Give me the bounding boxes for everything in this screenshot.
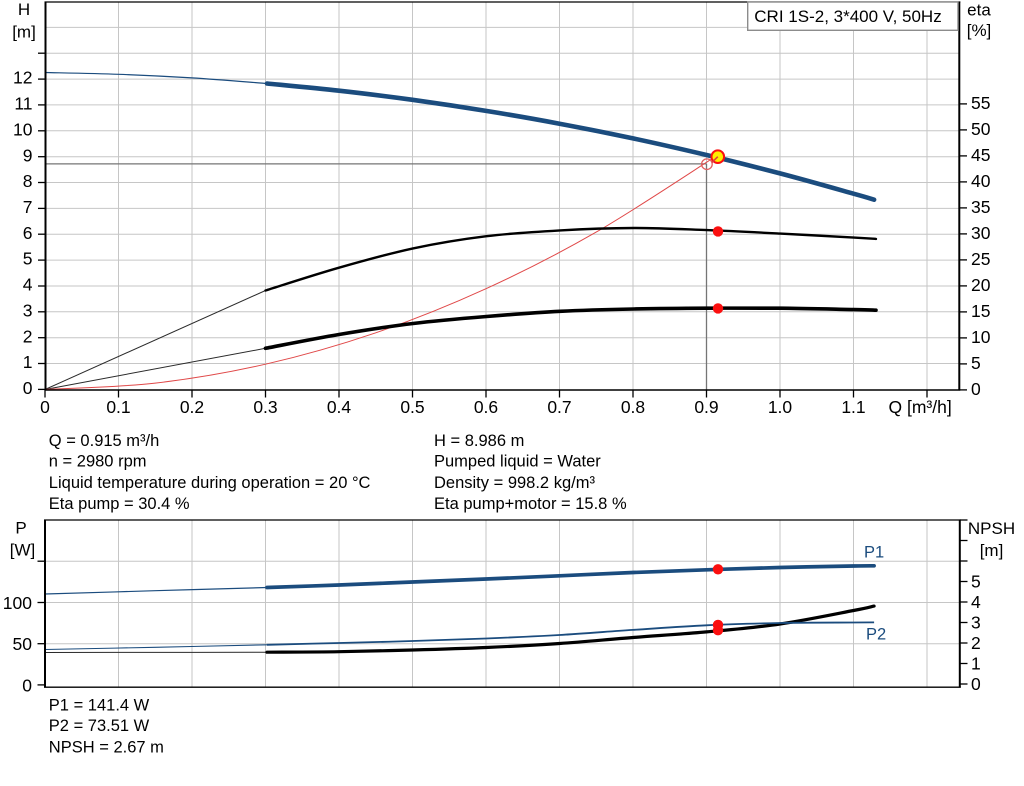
svg-text:1.0: 1.0 [768, 397, 793, 417]
svg-text:5: 5 [23, 249, 33, 269]
svg-text:50: 50 [13, 634, 33, 654]
svg-text:45: 45 [971, 145, 990, 165]
svg-text:[m]: [m] [12, 23, 36, 42]
svg-text:Eta pump+motor = 15.8 %: Eta pump+motor = 15.8 % [434, 495, 627, 513]
svg-text:0: 0 [22, 675, 32, 695]
svg-text:100: 100 [3, 593, 32, 613]
svg-text:H: H [18, 0, 30, 19]
svg-text:30: 30 [971, 223, 991, 243]
svg-text:[%]: [%] [967, 21, 992, 40]
svg-text:50: 50 [971, 119, 991, 139]
svg-text:3: 3 [971, 613, 981, 633]
svg-text:0: 0 [23, 378, 33, 398]
svg-text:Eta pump = 30.4 %: Eta pump = 30.4 % [49, 495, 190, 513]
svg-text:2: 2 [23, 326, 33, 346]
svg-text:0.5: 0.5 [400, 397, 424, 417]
svg-text:P: P [15, 519, 26, 538]
svg-text:P2 = 73.51 W: P2 = 73.51 W [49, 717, 150, 735]
svg-text:5: 5 [971, 572, 981, 592]
svg-text:15: 15 [971, 301, 990, 321]
svg-text:10: 10 [971, 327, 991, 347]
svg-text:5: 5 [971, 353, 981, 373]
svg-text:Liquid temperature during oper: Liquid temperature during operation = 20… [49, 474, 371, 492]
svg-text:8: 8 [23, 171, 33, 191]
svg-text:CRI 1S-2, 3*400 V, 50Hz: CRI 1S-2, 3*400 V, 50Hz [754, 7, 941, 26]
svg-text:H = 8.986 m: H = 8.986 m [434, 432, 524, 450]
svg-text:P1 = 141.4 W: P1 = 141.4 W [49, 697, 150, 715]
svg-text:55: 55 [971, 93, 990, 113]
svg-text:2: 2 [971, 633, 981, 653]
svg-text:3: 3 [23, 300, 33, 320]
svg-text:1.1: 1.1 [841, 397, 865, 417]
svg-text:[m]: [m] [980, 541, 1004, 560]
svg-text:40: 40 [971, 171, 991, 191]
svg-text:0.2: 0.2 [180, 397, 204, 417]
svg-text:11: 11 [14, 94, 32, 114]
svg-text:0: 0 [971, 674, 981, 694]
svg-text:0: 0 [40, 397, 50, 417]
svg-text:0.9: 0.9 [694, 397, 718, 417]
svg-text:10: 10 [13, 119, 33, 139]
svg-text:0.7: 0.7 [547, 397, 571, 417]
svg-text:Q [m³/h]: Q [m³/h] [889, 397, 952, 417]
svg-text:35: 35 [971, 197, 990, 217]
svg-text:12: 12 [13, 68, 32, 88]
svg-text:Q = 0.915 m³/h: Q = 0.915 m³/h [49, 432, 160, 450]
svg-text:25: 25 [971, 249, 990, 269]
svg-text:4: 4 [23, 275, 33, 295]
svg-text:0.3: 0.3 [253, 397, 277, 417]
svg-text:0.1: 0.1 [106, 397, 130, 417]
svg-text:Pumped liquid = Water: Pumped liquid = Water [434, 452, 601, 470]
svg-text:NPSH: NPSH [968, 519, 1015, 538]
svg-text:6: 6 [23, 223, 33, 243]
svg-text:1: 1 [23, 352, 33, 372]
svg-text:7: 7 [23, 197, 33, 217]
svg-text:NPSH = 2.67 m: NPSH = 2.67 m [49, 738, 164, 756]
svg-text:1: 1 [971, 654, 981, 674]
svg-text:P2: P2 [866, 626, 886, 644]
svg-text:0: 0 [971, 379, 981, 399]
svg-text:Density = 998.2 kg/m³: Density = 998.2 kg/m³ [434, 474, 595, 492]
svg-text:n = 2980 rpm: n = 2980 rpm [49, 452, 147, 470]
svg-text:eta: eta [967, 0, 991, 19]
svg-text:4: 4 [971, 592, 981, 612]
svg-text:9: 9 [23, 145, 33, 165]
svg-text:P1: P1 [864, 544, 884, 562]
svg-text:0.8: 0.8 [621, 397, 645, 417]
svg-text:0.4: 0.4 [327, 397, 352, 417]
svg-text:0.6: 0.6 [474, 397, 498, 417]
svg-text:[W]: [W] [10, 541, 36, 560]
svg-text:20: 20 [971, 275, 991, 295]
